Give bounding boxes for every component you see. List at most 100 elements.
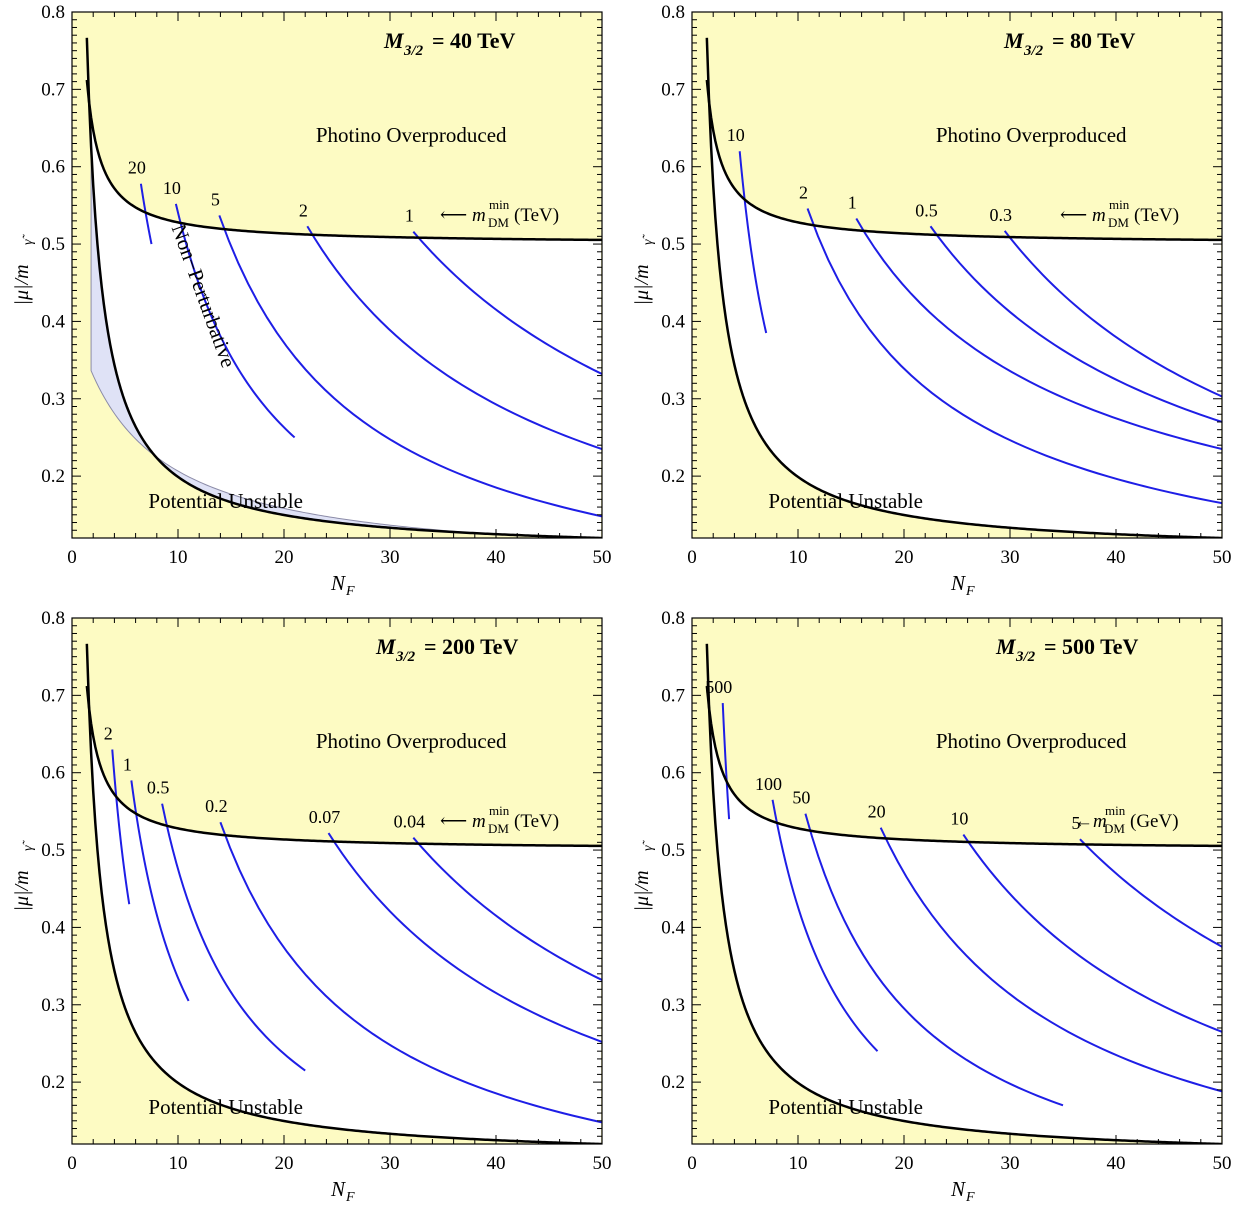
ticks bbox=[691, 11, 1223, 538]
x-tick-label: 40 bbox=[1107, 547, 1126, 568]
panel-title: M 3/2 = 500 TeV bbox=[995, 634, 1139, 665]
x-tick-label: 50 bbox=[1213, 1153, 1232, 1174]
x-tick-label: 40 bbox=[1107, 1153, 1126, 1174]
y-tick-label: 0.7 bbox=[661, 79, 685, 100]
unit-tail: (GeV) bbox=[1130, 811, 1179, 832]
contour-line-10 bbox=[174, 203, 296, 439]
y-tick-label: 0.4 bbox=[41, 917, 65, 938]
x-tick-label: 50 bbox=[593, 1153, 612, 1174]
title-value: = 40 TeV bbox=[432, 28, 516, 53]
contour-line-20 bbox=[139, 183, 153, 245]
x-tick-label: 30 bbox=[381, 1153, 400, 1174]
x-tick-label: 40 bbox=[487, 1153, 506, 1174]
contour-line-0.3 bbox=[1003, 230, 1222, 398]
x-tick-label: 0 bbox=[687, 1153, 697, 1174]
region-label-overproduced: Photino Overproduced bbox=[936, 123, 1127, 147]
overproduction-boundary bbox=[705, 685, 1222, 848]
panel-title: M 3/2 = 200 TeV bbox=[375, 634, 519, 665]
contour-line-0.2 bbox=[219, 821, 602, 1124]
y-tick-label: 0.6 bbox=[41, 763, 65, 784]
y-tick-label: 0.7 bbox=[661, 685, 685, 706]
ticks bbox=[691, 617, 1223, 1144]
contour-label-0.5: 0.5 bbox=[147, 778, 170, 798]
x-axis-title-sub: F bbox=[965, 1190, 975, 1205]
y-tick-label: 0.2 bbox=[41, 466, 65, 487]
contour-line-100 bbox=[771, 799, 879, 1052]
y-tick-label: 0.8 bbox=[661, 2, 685, 23]
plot-area bbox=[72, 12, 602, 538]
region-label-unstable: Potential Unstable bbox=[768, 489, 923, 513]
title-symbol: M bbox=[1003, 28, 1025, 53]
contour-label-0.5: 0.5 bbox=[915, 200, 938, 220]
panel-title: M 3/2 = 40 TeV bbox=[383, 28, 516, 59]
y-axis-title: |μ|/m γ̃ bbox=[631, 233, 656, 305]
photino-tilde-gamma: γ̃ bbox=[641, 839, 656, 851]
unit-tail: (TeV) bbox=[1134, 205, 1179, 226]
title-subscript: 3/2 bbox=[1023, 43, 1044, 59]
contour-line-500 bbox=[721, 703, 731, 820]
allowed-region bbox=[706, 37, 1221, 538]
ticks bbox=[71, 11, 603, 538]
x-axis-title: N bbox=[330, 571, 346, 595]
contour-line-10 bbox=[962, 834, 1222, 1033]
x-axis-title: N bbox=[330, 1177, 346, 1201]
y-axis-title-text: |μ|/m bbox=[11, 870, 33, 911]
allowed-region bbox=[706, 643, 1221, 1144]
y-tick-label: 0.3 bbox=[661, 389, 685, 410]
y-tick-label: 0.7 bbox=[41, 79, 65, 100]
unit-superscript: min bbox=[489, 197, 510, 212]
y-tick-label: 0.4 bbox=[41, 311, 65, 332]
title-symbol: M bbox=[995, 634, 1017, 659]
contour-line-1 bbox=[412, 231, 602, 375]
photino-tilde-gamma: γ̃ bbox=[21, 233, 36, 245]
contour-label-5: 5 bbox=[1071, 813, 1080, 833]
unit-superscript: min bbox=[1109, 197, 1130, 212]
chart-panel-1: 0 10 20 30 40 50 0.2 0.3 0.4 0.5 0.6 0.7 0.8 N F |μ|/m γ… bbox=[11, 2, 612, 599]
contour-line-0.5 bbox=[161, 803, 306, 1072]
y-tick-label: 0.4 bbox=[661, 917, 685, 938]
contour-label-0.3: 0.3 bbox=[989, 205, 1012, 225]
x-tick-label: 10 bbox=[169, 547, 188, 568]
region-label-overproduced: Photino Overproduced bbox=[316, 729, 507, 753]
contour-label-0.04: 0.04 bbox=[394, 812, 426, 832]
contour-line-2 bbox=[306, 225, 602, 450]
x-tick-label: 20 bbox=[275, 1153, 294, 1174]
panel-title: M 3/2 = 80 TeV bbox=[1003, 28, 1136, 59]
x-axis-title-sub: F bbox=[345, 584, 355, 599]
unit-tail: (TeV) bbox=[514, 811, 559, 832]
title-subscript: 3/2 bbox=[1015, 649, 1036, 665]
contour-label-20: 20 bbox=[868, 802, 886, 822]
x-tick-label: 30 bbox=[381, 547, 400, 568]
contour-line-1 bbox=[855, 218, 1222, 451]
x-tick-label: 30 bbox=[1001, 1153, 1020, 1174]
x-tick-label: 10 bbox=[789, 547, 808, 568]
unit-arrow-m: ⟵ m bbox=[440, 811, 486, 832]
y-tick-label: 0.6 bbox=[661, 157, 685, 178]
y-tick-label: 0.5 bbox=[41, 840, 65, 861]
overproduction-boundary bbox=[85, 79, 602, 242]
x-tick-label: 50 bbox=[1213, 547, 1232, 568]
plot-area bbox=[72, 618, 602, 1144]
contour-label-1: 1 bbox=[405, 206, 414, 226]
unit-tail: (TeV) bbox=[514, 205, 559, 226]
y-tick-label: 0.7 bbox=[41, 685, 65, 706]
unit-arrow-m: ⟵ m bbox=[440, 205, 486, 226]
x-tick-label: 10 bbox=[169, 1153, 188, 1174]
contour-label-10: 10 bbox=[727, 125, 745, 145]
chart-panel-3: 0 10 20 30 40 50 0.2 0.3 0.4 0.5 0.6 0.7 0.8 N F |μ|/m γ… bbox=[11, 608, 612, 1205]
allowed-region bbox=[86, 37, 601, 538]
contour-label-1: 1 bbox=[848, 193, 857, 213]
contour-line-0.07 bbox=[327, 832, 602, 1043]
stability-boundary bbox=[85, 37, 602, 538]
region-label-unstable: Potential Unstable bbox=[148, 1095, 303, 1119]
contour-line-2 bbox=[806, 208, 1222, 505]
y-tick-label: 0.6 bbox=[661, 763, 685, 784]
contour-label-2: 2 bbox=[799, 182, 808, 202]
chart-panel-2: 0 10 20 30 40 50 0.2 0.3 0.4 0.5 0.6 0.7 0.8 N F |μ|/m γ… bbox=[631, 2, 1232, 599]
y-tick-label: 0.5 bbox=[661, 840, 685, 861]
contour-label-10: 10 bbox=[950, 809, 968, 829]
